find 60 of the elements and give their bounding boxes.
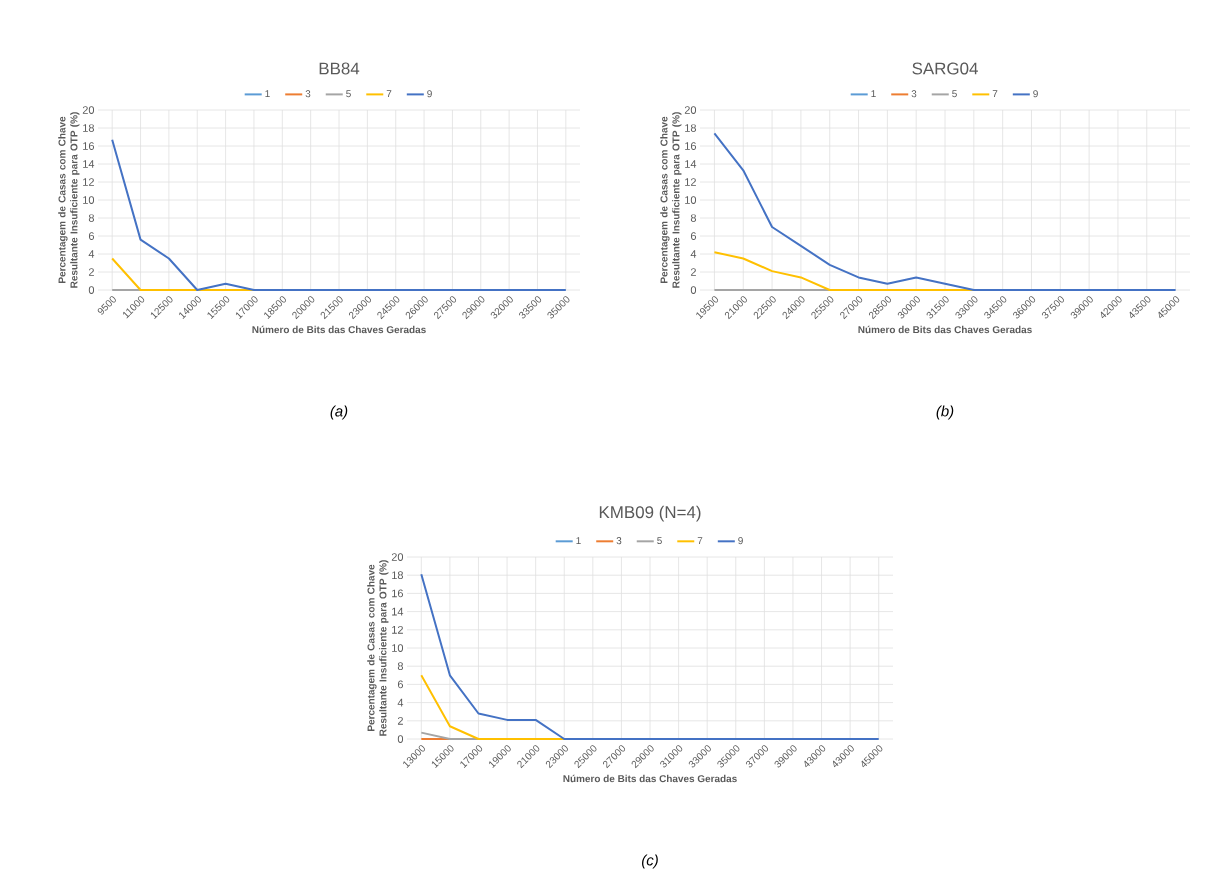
y-tick-label: 14 <box>685 160 697 168</box>
y-tick-label: 10 <box>392 644 404 652</box>
legend-label: 1 <box>265 90 270 98</box>
y-tick-label: 4 <box>397 698 404 707</box>
x-axis-title: Número de Bits das Chaves Geradas <box>563 774 737 783</box>
legend-label: 3 <box>305 90 311 98</box>
y-tick-label: 6 <box>88 232 94 240</box>
legend-label: 3 <box>616 537 622 545</box>
y-tick-label: 12 <box>83 178 94 186</box>
legend-label: 7 <box>386 90 392 98</box>
y-tick-label: 6 <box>397 680 404 689</box>
y-tick-label: 16 <box>83 142 94 150</box>
legend-label: 1 <box>576 537 581 544</box>
y-tick-label: 10 <box>685 196 697 204</box>
chart-title: SARG04 <box>912 62 978 75</box>
y-tick-label: 2 <box>88 268 94 276</box>
y-tick-label: 16 <box>685 142 697 150</box>
y-tick-label: 0 <box>397 735 404 743</box>
x-axis-title: Número de Bits das Chaves Geradas <box>252 325 426 334</box>
y-tick-label: 4 <box>690 250 697 258</box>
legend-label: 5 <box>657 537 662 545</box>
chart-title: BB84 <box>319 62 360 75</box>
y-tick-label: 0 <box>88 286 95 294</box>
y-tick-label: 8 <box>88 214 94 222</box>
y-tick-label: 20 <box>82 106 95 114</box>
y-tick-label: 12 <box>685 178 696 186</box>
y-tick-label: 18 <box>392 571 403 580</box>
y-tick-label: 10 <box>83 196 95 204</box>
y-tick-label: 14 <box>392 607 404 616</box>
y-tick-label: 18 <box>83 124 94 132</box>
y-axis-title: Percentagem de Casas com Chave Resultante Insuficiente para OTP (%) <box>660 112 682 288</box>
y-tick-label: 12 <box>392 625 403 634</box>
y-tick-label: 20 <box>391 553 404 561</box>
y-tick-label: 2 <box>690 268 696 276</box>
y-tick-label: 2 <box>397 716 403 725</box>
text: (b) <box>936 405 954 420</box>
legend-label: 9 <box>1033 90 1038 98</box>
y-tick-label: 20 <box>684 106 697 114</box>
legend-label: 1 <box>871 90 876 98</box>
legend-label: 7 <box>697 537 703 544</box>
y-tick-label: 6 <box>690 232 697 240</box>
y-axis-title: Percentagem de Casas com Chave Resultante Insuficiente para OTP (%) <box>58 112 80 288</box>
x-axis-title: Número de Bits das Chaves Geradas <box>858 325 1032 334</box>
y-tick-label: 16 <box>392 589 403 598</box>
y-axis-title: Percentagem de Casas com Chave Resultante Insuficiente para OTP (%) <box>367 560 389 736</box>
y-tick-label: 8 <box>397 662 404 671</box>
legend-label: 9 <box>427 90 432 98</box>
legend-label: 7 <box>992 90 998 98</box>
y-tick-label: 8 <box>690 214 697 222</box>
legend-label: 5 <box>346 90 351 98</box>
legend-label: 3 <box>911 90 917 98</box>
chart-title: KMB09 (N=4) <box>599 505 701 522</box>
legend-label: 9 <box>738 537 743 545</box>
y-tick-label: 14 <box>83 160 95 168</box>
legend-label: 5 <box>952 90 957 98</box>
text: (a) <box>330 405 348 420</box>
y-tick-label: 4 <box>88 250 95 258</box>
text: (c) <box>642 854 658 869</box>
y-tick-label: 0 <box>690 286 697 294</box>
y-tick-label: 18 <box>685 124 697 132</box>
